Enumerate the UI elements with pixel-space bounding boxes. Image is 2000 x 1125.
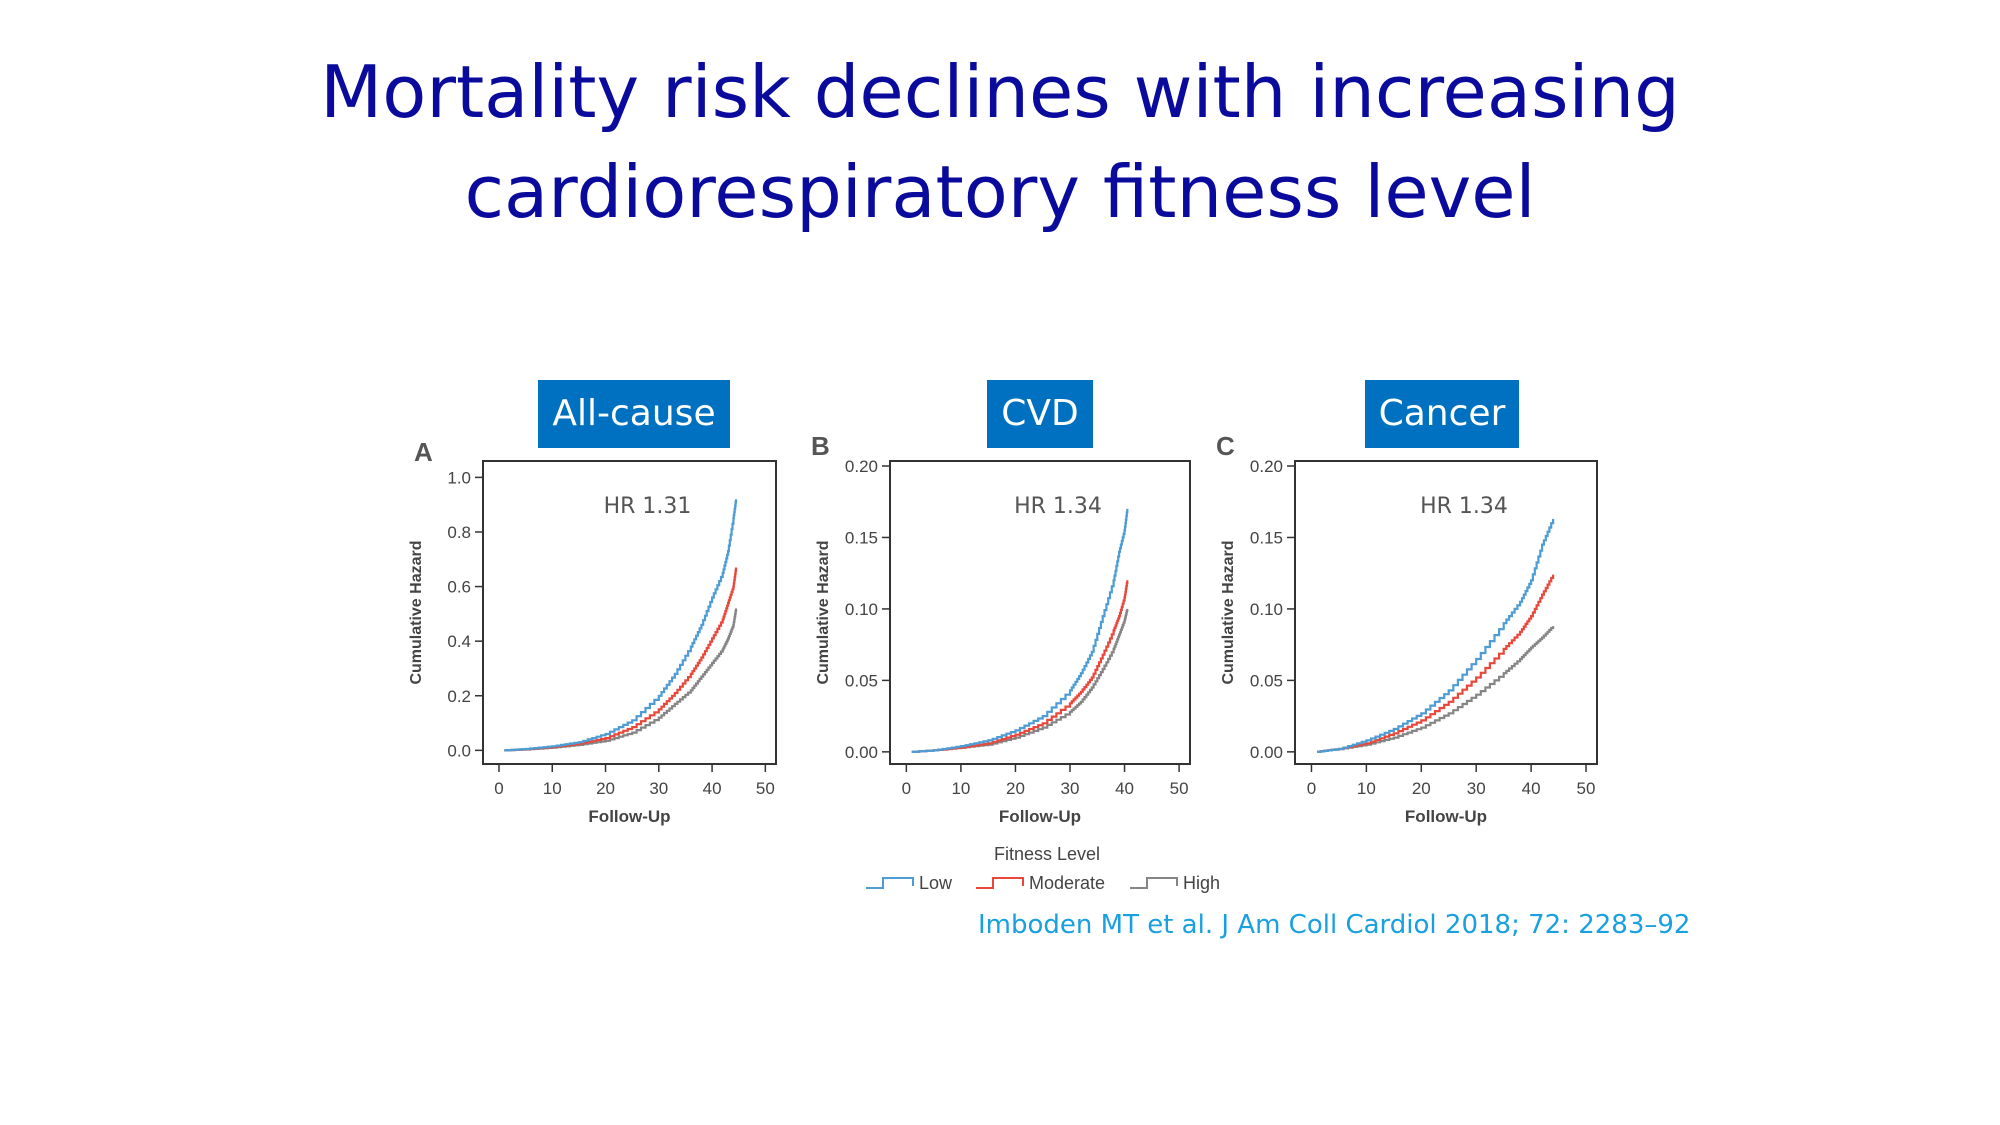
panel-letter: C bbox=[1216, 431, 1235, 461]
x-tick-label: 0 bbox=[902, 779, 911, 798]
y-axis-label: Cumulative Hazard bbox=[815, 540, 832, 684]
hazard-ratio-label: HR 1.31 bbox=[604, 494, 692, 519]
panel-letter: B bbox=[811, 431, 830, 461]
y-tick-label: 0.20 bbox=[845, 457, 878, 476]
panel-letter: A bbox=[414, 437, 433, 467]
y-axis-label: Cumulative Hazard bbox=[1220, 540, 1237, 684]
plot-frame bbox=[1294, 460, 1598, 765]
legend: Fitness Level Low Moderate High bbox=[866, 844, 1220, 893]
y-tick-label: 1.0 bbox=[447, 468, 471, 487]
x-tick-label: 0 bbox=[1307, 779, 1316, 798]
x-tick-label: 50 bbox=[1577, 779, 1596, 798]
y-tick-label: 0.00 bbox=[845, 743, 878, 762]
y-tick-label: 0.15 bbox=[845, 528, 878, 547]
y-tick-label: 0.10 bbox=[1250, 600, 1283, 619]
legend-label-high: High bbox=[1183, 873, 1220, 893]
y-tick-label: 0.6 bbox=[447, 578, 471, 597]
citation[interactable]: Imboden MT et al. J Am Coll Cardiol 2018… bbox=[978, 910, 1691, 940]
plot-frame bbox=[482, 460, 777, 765]
slide-title-line-2: cardiorespiratory fitness level bbox=[464, 150, 1536, 234]
y-tick-label: 0.05 bbox=[1250, 671, 1283, 690]
y-tick-label: 0.20 bbox=[1250, 457, 1283, 476]
slide-title: Mortality risk declines with increasing … bbox=[0, 42, 2000, 242]
x-tick-label: 10 bbox=[1357, 779, 1376, 798]
legend-title: Fitness Level bbox=[994, 844, 1100, 864]
series-line-moderate bbox=[504, 567, 738, 752]
series-line-high bbox=[1317, 626, 1555, 753]
x-tick-label: 30 bbox=[1467, 779, 1486, 798]
y-tick-label: 0.8 bbox=[447, 523, 471, 542]
panel-A: A 0.0 0.2 0.4 0.6 0.8 1.0 0 10 20 30 40 50 Follow-Up C… bbox=[408, 437, 777, 826]
x-tick-label: 20 bbox=[1006, 779, 1025, 798]
badge-all-cause: All-cause bbox=[538, 380, 730, 448]
slide-title-line-1: Mortality risk declines with increasing bbox=[320, 50, 1680, 134]
y-tick-label: 0.0 bbox=[447, 741, 471, 760]
x-tick-label: 40 bbox=[1115, 779, 1134, 798]
series-line-low bbox=[1317, 518, 1555, 753]
y-axis-label: Cumulative Hazard bbox=[408, 540, 425, 684]
badge-cvd: CVD bbox=[987, 380, 1093, 448]
x-axis-label: Follow-Up bbox=[588, 807, 670, 826]
legend-swatch-moderate bbox=[976, 877, 1024, 889]
y-tick-label: 0.05 bbox=[845, 671, 878, 690]
x-tick-label: 40 bbox=[703, 779, 722, 798]
x-axis-label: Follow-Up bbox=[1405, 807, 1487, 826]
panel-B: B 0.00 0.05 0.10 0.15 0.20 0 10 20 30 40 50 Follow-U… bbox=[811, 431, 1191, 826]
y-tick-label: 0.4 bbox=[447, 632, 471, 651]
series-line-high bbox=[504, 608, 738, 752]
x-tick-label: 30 bbox=[1061, 779, 1080, 798]
legend-label-low: Low bbox=[919, 873, 953, 893]
panel-C: C 0.00 0.05 0.10 0.15 0.20 0 10 20 30 40 50 Follow-U… bbox=[1216, 431, 1598, 826]
y-tick-label: 0.00 bbox=[1250, 743, 1283, 762]
x-tick-label: 40 bbox=[1522, 779, 1541, 798]
hazard-ratio-label: HR 1.34 bbox=[1014, 494, 1102, 519]
legend-label-moderate: Moderate bbox=[1029, 873, 1105, 893]
series-line-low bbox=[504, 499, 738, 752]
x-tick-label: 20 bbox=[1412, 779, 1431, 798]
x-tick-label: 20 bbox=[596, 779, 615, 798]
hazard-ratio-label: HR 1.34 bbox=[1420, 494, 1508, 519]
series-line-moderate bbox=[911, 580, 1129, 753]
y-tick-label: 0.15 bbox=[1250, 528, 1283, 547]
x-axis-label: Follow-Up bbox=[999, 807, 1081, 826]
x-tick-label: 50 bbox=[1170, 779, 1189, 798]
badge-cancer: Cancer bbox=[1365, 380, 1519, 448]
y-tick-label: 0.10 bbox=[845, 600, 878, 619]
series-line-low bbox=[911, 508, 1129, 753]
chart-panels: A0.00.20.40.60.81.00 10 20 30 40 50Follow-UpC… bbox=[408, 431, 1598, 826]
x-tick-label: 10 bbox=[543, 779, 562, 798]
legend-swatch-high bbox=[1130, 877, 1178, 889]
legend-swatch-low bbox=[866, 877, 914, 889]
x-tick-label: 50 bbox=[756, 779, 775, 798]
x-tick-label: 30 bbox=[649, 779, 668, 798]
y-tick-label: 0.2 bbox=[447, 687, 471, 706]
plot-frame bbox=[889, 460, 1191, 765]
x-tick-label: 0 bbox=[494, 779, 503, 798]
x-tick-label: 10 bbox=[951, 779, 970, 798]
